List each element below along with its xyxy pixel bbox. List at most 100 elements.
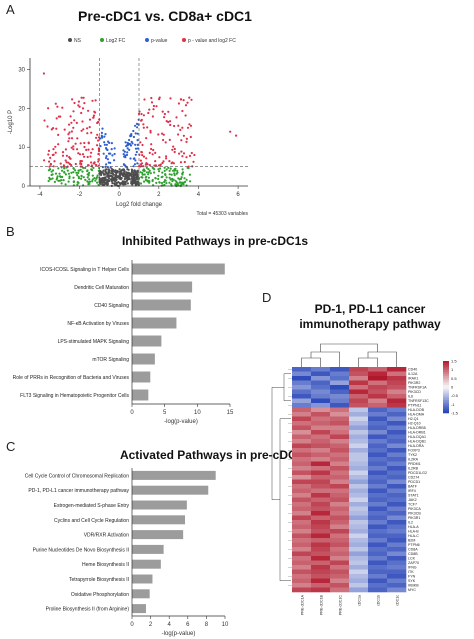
volcano-point bbox=[160, 181, 164, 185]
heatmap-cell bbox=[349, 497, 369, 503]
row-dendrogram bbox=[279, 418, 291, 581]
x-tick-label: 4 bbox=[197, 192, 201, 198]
heatmap-cell bbox=[349, 452, 369, 458]
volcano-point bbox=[186, 126, 190, 129]
volcano-point bbox=[180, 176, 183, 179]
heatmap-cell bbox=[368, 421, 388, 426]
pathway-label: LPS-stimulated MAPK Signaling bbox=[58, 339, 130, 345]
heatmap-cell bbox=[330, 367, 350, 372]
volcano-point bbox=[168, 181, 171, 184]
volcano-point bbox=[74, 169, 77, 172]
volcano-point bbox=[100, 179, 103, 182]
heatmap-cell bbox=[292, 461, 312, 467]
heatmap-cell bbox=[292, 493, 312, 498]
volcano-point bbox=[128, 142, 131, 146]
volcano-point bbox=[82, 128, 85, 131]
heatmap-cell bbox=[292, 385, 312, 390]
volcano-point bbox=[185, 140, 188, 143]
heatmap-cell bbox=[368, 430, 388, 435]
volcano-point bbox=[179, 98, 183, 101]
volcano-point bbox=[153, 164, 156, 167]
heatmap-cell bbox=[368, 367, 388, 372]
volcano-point bbox=[47, 149, 51, 152]
volcano-point bbox=[140, 162, 144, 165]
color-scale-segment bbox=[443, 367, 449, 370]
pathway-label: mTOR Signaling bbox=[92, 357, 129, 363]
volcano-point bbox=[140, 119, 143, 122]
volcano-point bbox=[141, 171, 144, 174]
volcano-point bbox=[130, 168, 133, 171]
heatmap-cell bbox=[349, 560, 369, 566]
volcano-point bbox=[122, 180, 125, 183]
volcano-point bbox=[97, 160, 100, 163]
activated-title: Activated Pathways in pre-cDC1s bbox=[119, 448, 311, 462]
color-scale-label: 0 bbox=[451, 385, 454, 390]
heatmap-row-label: TNFRSF1A bbox=[408, 386, 427, 390]
volcano-point bbox=[114, 183, 117, 186]
volcano-point bbox=[84, 178, 87, 181]
volcano-point bbox=[76, 148, 79, 151]
volcano-point bbox=[157, 168, 160, 171]
volcano-point bbox=[173, 172, 176, 175]
volcano-point bbox=[141, 176, 144, 179]
heatmap-column-label: PRE-cDC1B bbox=[320, 594, 324, 615]
heatmap-cell bbox=[330, 484, 350, 489]
volcano-point bbox=[63, 171, 66, 174]
heatmap-row-label: HLA-B bbox=[408, 530, 419, 534]
heatmap-cell bbox=[330, 398, 350, 404]
heatmap-cell bbox=[387, 466, 407, 471]
volcano-point bbox=[169, 167, 172, 170]
volcano-point bbox=[127, 171, 130, 174]
heatmap-cell bbox=[330, 533, 350, 539]
heatmap-cell bbox=[292, 416, 312, 422]
volcano-point bbox=[150, 143, 153, 146]
volcano-point bbox=[73, 101, 76, 105]
heatmap-cell bbox=[292, 578, 312, 584]
volcano-point bbox=[111, 182, 114, 185]
volcano-point bbox=[151, 153, 154, 156]
heatmap-cell bbox=[292, 371, 312, 377]
volcano-point bbox=[161, 171, 164, 174]
volcano-point bbox=[151, 179, 154, 183]
volcano-point bbox=[72, 126, 75, 129]
heatmap-cell bbox=[311, 385, 331, 390]
heatmap-cell bbox=[387, 412, 407, 417]
x-tick-label: 4 bbox=[168, 622, 172, 628]
volcano-point bbox=[106, 158, 109, 161]
volcano-point bbox=[179, 128, 182, 131]
volcano-point bbox=[229, 130, 232, 133]
heatmap-cell bbox=[387, 515, 407, 521]
volcano-point bbox=[92, 114, 96, 117]
volcano-point bbox=[97, 152, 100, 156]
volcano-point bbox=[88, 118, 92, 121]
volcano-point bbox=[64, 148, 67, 151]
heatmap-cell bbox=[330, 385, 350, 390]
heatmap-cell bbox=[387, 574, 407, 579]
volcano-point bbox=[97, 158, 100, 161]
volcano-point bbox=[132, 177, 135, 180]
volcano-point bbox=[118, 174, 121, 177]
volcano-point bbox=[63, 167, 66, 170]
volcano-point bbox=[146, 126, 149, 129]
volcano-point bbox=[56, 105, 59, 108]
volcano-point bbox=[145, 157, 148, 160]
volcano-point bbox=[135, 175, 138, 178]
heatmap-cell bbox=[330, 488, 350, 494]
color-scale-segment bbox=[443, 384, 449, 388]
pathway-bar bbox=[132, 515, 186, 525]
volcano-point bbox=[126, 147, 129, 150]
volcano-point bbox=[151, 166, 154, 169]
color-scale-label: 0.5 bbox=[451, 376, 457, 381]
volcano-point bbox=[147, 168, 150, 171]
volcano-point bbox=[104, 177, 107, 180]
heatmap-cell bbox=[330, 439, 350, 444]
volcano-point bbox=[153, 171, 156, 174]
heatmap-cell bbox=[387, 524, 407, 530]
volcano-point bbox=[88, 126, 91, 129]
volcano-point bbox=[70, 121, 73, 124]
volcano-point bbox=[165, 176, 168, 179]
panel-letter-c: C bbox=[6, 439, 16, 454]
heatmap-cell bbox=[387, 488, 407, 494]
volcano-point bbox=[123, 175, 126, 178]
heatmap-cell bbox=[387, 587, 407, 593]
